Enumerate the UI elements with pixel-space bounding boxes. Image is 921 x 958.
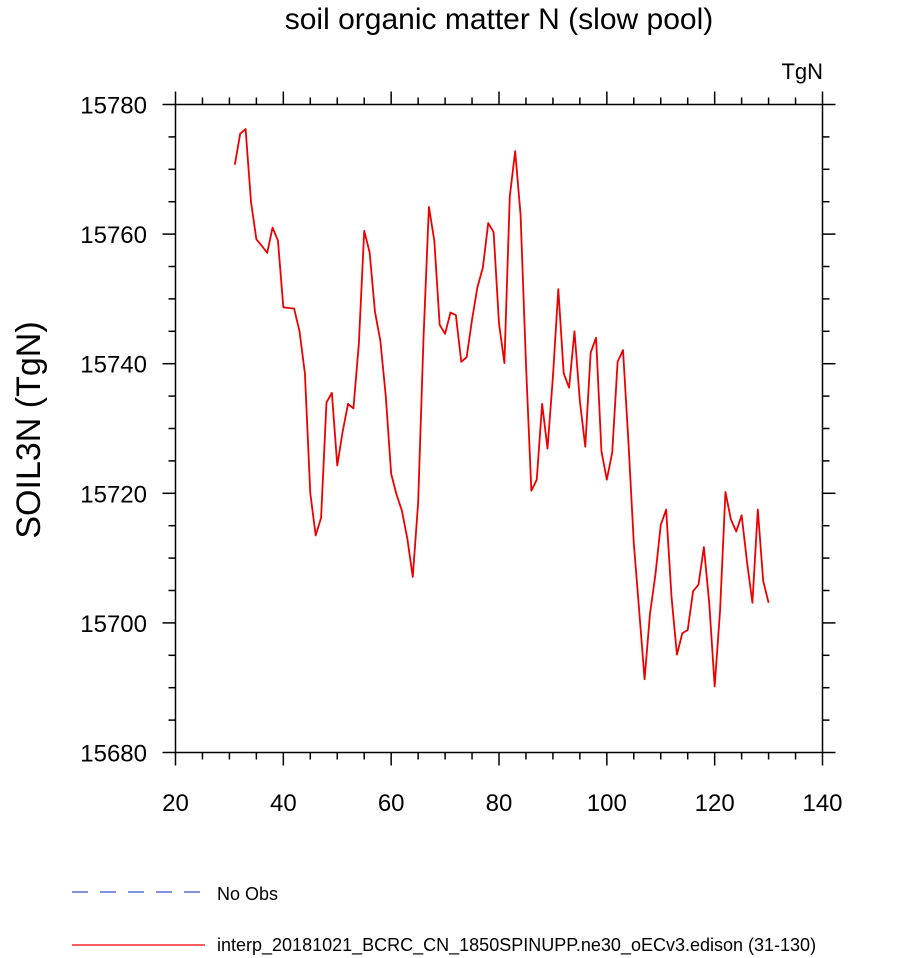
x-tick-labels: 20 40 60 80 100 120 140 bbox=[162, 790, 842, 817]
y-tick-label: 15760 bbox=[80, 222, 147, 249]
chart-title: soil organic matter N (slow pool) bbox=[285, 3, 713, 36]
y-tick-label: 15700 bbox=[80, 611, 147, 638]
x-tick-label: 80 bbox=[486, 790, 513, 817]
y-tick-label: 15780 bbox=[80, 93, 147, 120]
legend-label-no-obs: No Obs bbox=[217, 884, 278, 904]
y-tick-label: 15720 bbox=[80, 481, 147, 508]
plot-frame bbox=[174, 103, 824, 754]
series-lines bbox=[233, 128, 770, 688]
y-tick-label: 15740 bbox=[80, 352, 147, 379]
legend-label-model-run: interp_20181021_BCRC_CN_1850SPINUPP.ne30… bbox=[217, 935, 816, 956]
x-tick-label: 120 bbox=[695, 790, 735, 817]
x-tick-label: 140 bbox=[802, 790, 842, 817]
x-tick-label: 40 bbox=[270, 790, 297, 817]
y-tick-label: 15680 bbox=[80, 741, 147, 768]
x-tick-label: 100 bbox=[587, 790, 627, 817]
x-tick-label: 20 bbox=[162, 790, 189, 817]
x-tick-label: 60 bbox=[378, 790, 405, 817]
y-tick-labels: 15680 15700 15720 15740 15760 15780 bbox=[80, 93, 147, 768]
series-line-1 bbox=[233, 128, 770, 688]
y-axis-label: SOIL3N (TgN) bbox=[10, 321, 48, 538]
legend: No Obs interp_20181021_BCRC_CN_1850SPINU… bbox=[72, 884, 816, 956]
units-label: TgN bbox=[781, 59, 823, 84]
axis-ticks bbox=[162, 91, 836, 766]
